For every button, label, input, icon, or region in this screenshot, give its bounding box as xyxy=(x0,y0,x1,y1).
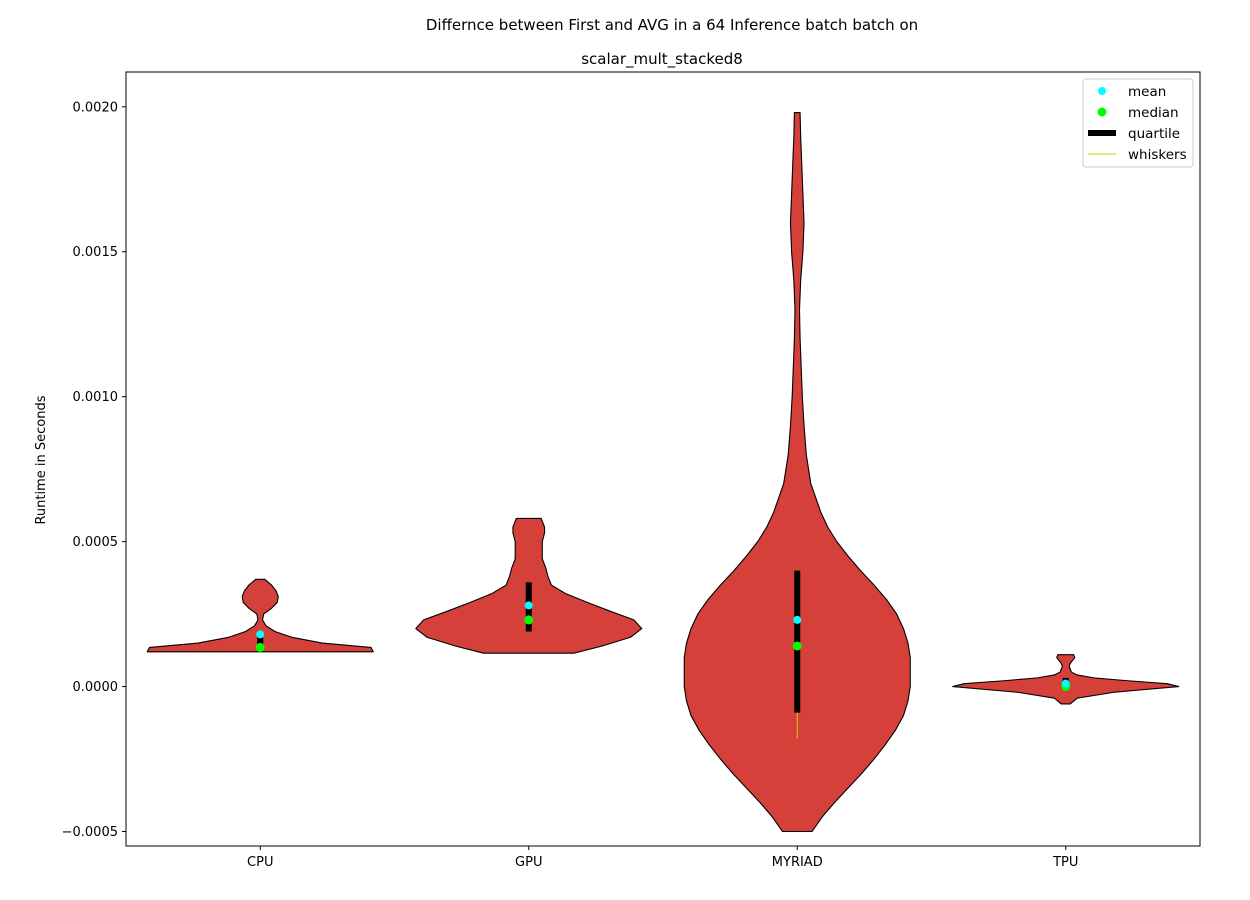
violin-cpu xyxy=(146,578,374,653)
mean-point-tpu xyxy=(1061,679,1070,688)
x-tick-label: CPU xyxy=(247,855,273,870)
y-tick-label: −0.0005 xyxy=(62,825,118,840)
violin-group xyxy=(146,112,1180,833)
legend-box xyxy=(1082,78,1194,168)
y-tick-label: 0.0005 xyxy=(73,535,119,550)
y-tick-label: 0.0000 xyxy=(73,680,119,695)
mean-point-cpu xyxy=(256,630,265,639)
median-point-myriad xyxy=(792,641,802,651)
legend: mean median quartile whiskers xyxy=(1082,78,1194,168)
plot-frame xyxy=(125,71,1201,847)
x-tick-label: TPU xyxy=(1052,855,1078,870)
y-tick-label: 0.0010 xyxy=(73,390,119,405)
median-point-gpu xyxy=(524,615,534,625)
stats-group xyxy=(255,570,1071,739)
chart-title-line1: Differnce between First and AVG in a 64 … xyxy=(426,16,918,34)
legend-mean-marker xyxy=(1098,87,1106,95)
legend-whiskers-label: whiskers xyxy=(1128,147,1187,163)
violin-myriad xyxy=(683,112,911,833)
x-tick-label: MYRIAD xyxy=(772,855,823,870)
y-axis: −0.0005 0.0000 0.0005 0.0010 0.0015 0.0020 xyxy=(62,100,126,840)
legend-median-marker xyxy=(1097,107,1107,117)
chart-title-line2: scalar_mult_stacked8 xyxy=(581,50,743,69)
median-point-cpu xyxy=(255,642,265,652)
mean-point-myriad xyxy=(793,615,802,624)
y-axis-label: Runtime in Seconds xyxy=(34,395,49,524)
mean-point-gpu xyxy=(524,601,533,610)
y-tick-label: 0.0015 xyxy=(73,245,119,260)
legend-mean-label: mean xyxy=(1128,84,1166,100)
legend-quartile-label: quartile xyxy=(1128,126,1180,142)
legend-median-label: median xyxy=(1128,105,1179,121)
y-tick-label: 0.0020 xyxy=(73,100,119,115)
x-tick-label: GPU xyxy=(515,855,542,870)
x-axis: CPU GPU MYRIAD TPU xyxy=(247,846,1078,870)
